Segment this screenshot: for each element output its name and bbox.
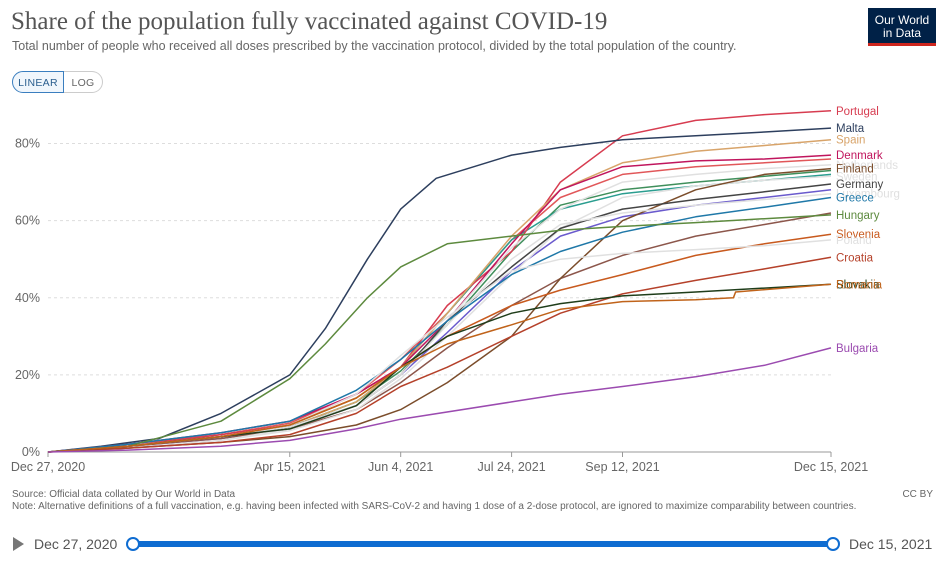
series-line-denmark[interactable]: [47, 154, 832, 453]
series-line-bulgaria[interactable]: [47, 347, 832, 453]
logo-line-1: Our World: [874, 13, 930, 27]
series-label-malta[interactable]: Malta: [836, 123, 865, 135]
x-tick-label: Sep 12, 2021: [585, 460, 659, 474]
timeline-start-date: Dec 27, 2020: [34, 536, 118, 552]
series-label-greece[interactable]: Greece: [836, 193, 874, 205]
series-label-spain[interactable]: Spain: [836, 135, 865, 147]
y-tick-label: 20%: [15, 368, 40, 382]
play-icon[interactable]: [13, 537, 24, 551]
x-tick-label: Jul 24, 2021: [478, 460, 546, 474]
grid-lines: [48, 143, 831, 453]
log-scale-button[interactable]: LOG: [64, 71, 103, 93]
series-label-bulgaria[interactable]: Bulgaria: [836, 343, 879, 355]
series-lines: [47, 110, 832, 453]
series-label-luxembourg[interactable]: Luxembourg: [836, 189, 900, 201]
source-note: Source: Official data collated by Our Wo…: [12, 489, 236, 500]
series-line-poland[interactable]: [47, 239, 832, 453]
series-line-sweden[interactable]: [47, 175, 832, 453]
line-chart: 0% 20% 40% 60% 80% Dec 27, 2020 Apr 15, 2021 Ju…: [11, 106, 900, 474]
series-line-hungary[interactable]: [47, 214, 832, 453]
timeline-slider-track[interactable]: [133, 541, 833, 547]
series-line-portugal[interactable]: [47, 110, 832, 453]
chart-title: Share of the population fully vaccinated…: [11, 8, 608, 35]
timeline-start-handle[interactable]: [126, 537, 140, 551]
series-label-finland[interactable]: Finland: [836, 164, 874, 176]
series-line-greece[interactable]: [47, 196, 832, 453]
x-tick-label: Dec 15, 2021: [794, 460, 868, 474]
series-label-croatia[interactable]: Croatia: [836, 252, 874, 264]
series-line-romania[interactable]: [47, 283, 832, 453]
series-line[interactable]: [47, 212, 832, 453]
y-tick-label: 60%: [15, 214, 40, 228]
series-label-slovakia[interactable]: Slovakia: [836, 279, 880, 291]
series-line-slovakia[interactable]: [47, 283, 832, 453]
axes: 0% 20% 40% 60% 80% Dec 27, 2020 Apr 15, 2021 Ju…: [11, 137, 868, 474]
series-line-croatia[interactable]: [47, 256, 832, 453]
license-link[interactable]: CC BY: [902, 489, 933, 500]
series-line[interactable]: [47, 173, 832, 453]
chart-subtitle: Total number of people who received all …: [12, 39, 737, 53]
linear-scale-button[interactable]: LINEAR: [12, 71, 64, 93]
y-tick-label: 0%: [22, 445, 40, 459]
x-tick-label: Apr 15, 2021: [254, 460, 326, 474]
x-tick-label: Jun 4, 2021: [368, 460, 433, 474]
timeline-end-handle[interactable]: [826, 537, 840, 551]
series-label-germany[interactable]: Germany: [836, 179, 884, 191]
series-line-germany[interactable]: [47, 183, 832, 453]
y-tick-label: 40%: [15, 291, 40, 305]
series-label-hungary[interactable]: Hungary: [836, 210, 880, 222]
series-label-poland[interactable]: Poland: [836, 235, 872, 247]
logo-line-2: in Data: [882, 26, 922, 40]
y-tick-label: 80%: [15, 137, 40, 151]
timeline-end-date: Dec 15, 2021: [849, 536, 933, 552]
series-label-netherlands[interactable]: Netherlands: [836, 160, 898, 172]
x-tick-label: Dec 27, 2020: [11, 460, 85, 474]
series-label-romania[interactable]: Romania: [836, 279, 883, 291]
series-line-finland[interactable]: [47, 167, 832, 453]
series-label-portugal[interactable]: Portugal: [836, 106, 879, 118]
series-label-denmark[interactable]: Denmark: [836, 150, 883, 162]
series-line-netherlands[interactable]: [47, 164, 832, 453]
series-line-malta[interactable]: [47, 127, 832, 453]
series-label-slovenia[interactable]: Slovenia: [836, 229, 881, 241]
series-line[interactable]: [47, 169, 832, 453]
owid-logo[interactable]: Our World in Data: [868, 8, 936, 46]
methodology-note: Note: Alternative definitions of a full …: [12, 501, 857, 512]
series-label-sweden[interactable]: Sweden: [836, 171, 878, 183]
